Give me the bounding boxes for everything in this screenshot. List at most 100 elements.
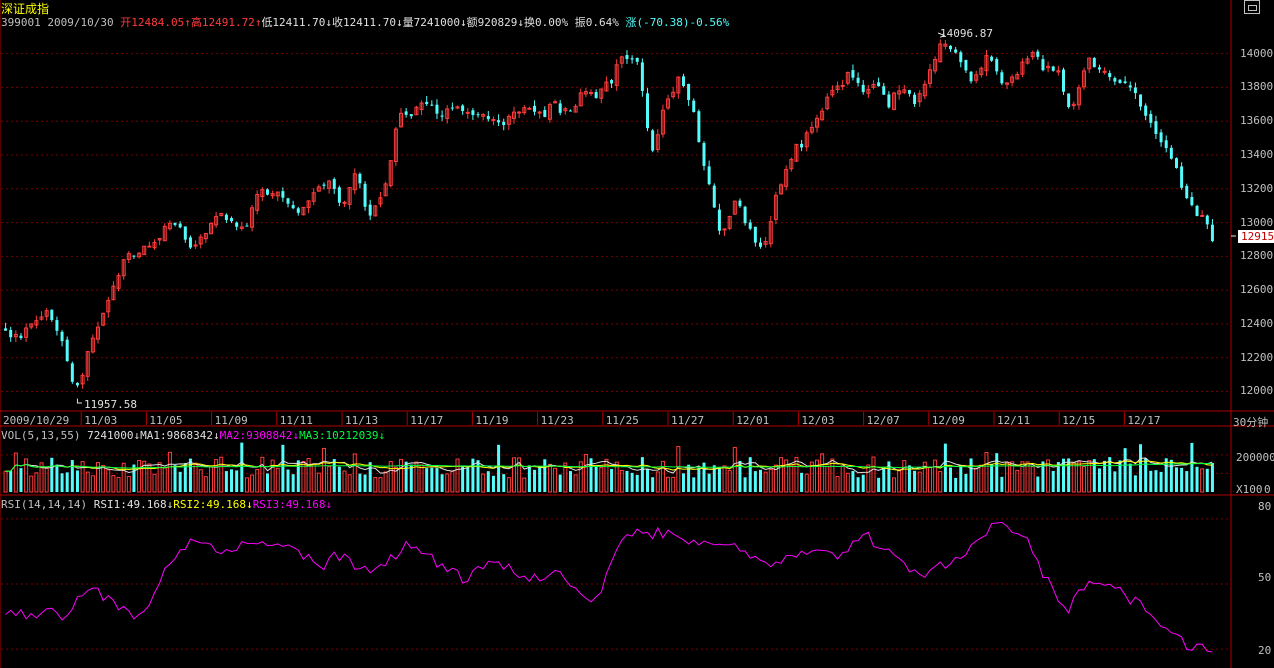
candle-up [260, 189, 265, 198]
candle-up [85, 351, 90, 377]
candle-down [630, 58, 634, 60]
rsi1-value: RSI1:49.168 [93, 498, 167, 511]
candle-up [393, 128, 398, 162]
candle-down [430, 104, 434, 106]
volume-bar-down [995, 453, 999, 492]
volume-bar-down [425, 468, 429, 492]
candle-up [1102, 70, 1107, 73]
volume-bar-down [296, 460, 300, 492]
candle-down [1051, 66, 1055, 71]
volume-bar-up [784, 459, 789, 493]
down-arrow-icon: ↓ [133, 429, 141, 442]
candle-down [743, 206, 747, 224]
candle-up [578, 92, 583, 107]
candle-up [897, 90, 902, 95]
candle-down [707, 166, 711, 185]
volume-bar-down [589, 458, 593, 492]
volume-bar-down [533, 469, 537, 492]
volume-bar-up [352, 453, 357, 493]
candle-down [1123, 81, 1127, 84]
price-tick-label: 12000 [1240, 384, 1274, 398]
candle-down [409, 114, 413, 117]
volume-bar-up [116, 476, 121, 493]
candle-up [794, 143, 799, 162]
volume-bar-up [393, 466, 398, 493]
candle-down [245, 225, 249, 227]
code-date: 399001 2009/10/30 [1, 16, 114, 29]
volume-bar-down [1103, 460, 1107, 492]
candle-down [1169, 147, 1173, 159]
volume-bar-down [954, 477, 958, 492]
volume-bar-up [419, 464, 424, 493]
candle-up [768, 221, 773, 245]
volume-bar-up [671, 476, 676, 493]
volume-bar-down [964, 473, 968, 492]
volume-bar-up [768, 469, 773, 493]
candle-down [969, 71, 973, 82]
volume-bar-down [943, 443, 947, 492]
volume-bar-up [219, 456, 224, 493]
volume-bar-up [1087, 460, 1092, 493]
candle-up [809, 126, 814, 133]
volume-bar-up [984, 451, 989, 493]
candle-up [316, 186, 321, 192]
volume-bar-up [1200, 468, 1205, 493]
volume-bar-up [85, 471, 90, 493]
volume-bar-up [517, 457, 522, 493]
candle-up [80, 374, 85, 385]
candle-up [779, 184, 784, 195]
volume-bar-down [235, 470, 239, 492]
volume-bar-up [825, 465, 830, 493]
candle-up [275, 191, 280, 197]
candle-up [1087, 57, 1092, 70]
volume-bar-down [959, 465, 963, 492]
volume-bar-up [455, 458, 460, 493]
candle-up [871, 83, 876, 88]
candle-down [188, 237, 192, 248]
volume-bar-down [748, 457, 752, 492]
volume-bar-up [506, 477, 511, 493]
volume-bar-up [260, 456, 265, 493]
volume-bar-down [543, 459, 547, 492]
volume-bar-up [167, 451, 172, 493]
volume-bar-down [502, 474, 506, 492]
candle-up [763, 241, 768, 245]
date-tick-label: 12/11 [997, 414, 1031, 427]
candle-up [727, 215, 732, 229]
candle-up [214, 215, 219, 226]
volume-bar-up [347, 474, 352, 493]
candle-up [938, 43, 943, 63]
volume-bar-up [922, 461, 927, 493]
candle-down [55, 320, 59, 331]
candle-up [1082, 70, 1087, 88]
volume-bar-down [173, 465, 177, 492]
vol-ma1: MA1:9868342 [140, 429, 213, 442]
volume-bar-up [732, 446, 737, 493]
volume-bar-up [563, 462, 568, 493]
volume-bar-down [435, 468, 439, 492]
date-tick-label: 12/17 [1127, 414, 1161, 427]
volume-bar-up [917, 471, 922, 493]
candle-up [301, 206, 306, 216]
candle-down [178, 223, 182, 228]
candle-up [845, 72, 850, 84]
candle-down [882, 86, 886, 95]
restore-window-icon[interactable] [1244, 0, 1260, 14]
period-selector[interactable]: 30分钟 [1233, 416, 1269, 429]
price-tick-label: 12600 [1240, 283, 1274, 297]
volume-bar-down [712, 465, 716, 492]
volume-bar-up [162, 466, 167, 493]
volume-series [3, 442, 1214, 493]
candle-up [547, 104, 552, 120]
candle-down [286, 198, 290, 204]
rsi-axis-80: 80 [1258, 500, 1272, 513]
candle-down [1180, 166, 1184, 188]
volume-bar-up [522, 477, 527, 493]
volume-bar-down [949, 467, 953, 492]
candle-up [835, 85, 840, 91]
open-value: 开12484.05 [120, 16, 185, 29]
volume-bar-down [1139, 444, 1143, 492]
candle-down [1190, 196, 1194, 206]
candle-up [573, 105, 578, 113]
candle-down [877, 82, 881, 87]
